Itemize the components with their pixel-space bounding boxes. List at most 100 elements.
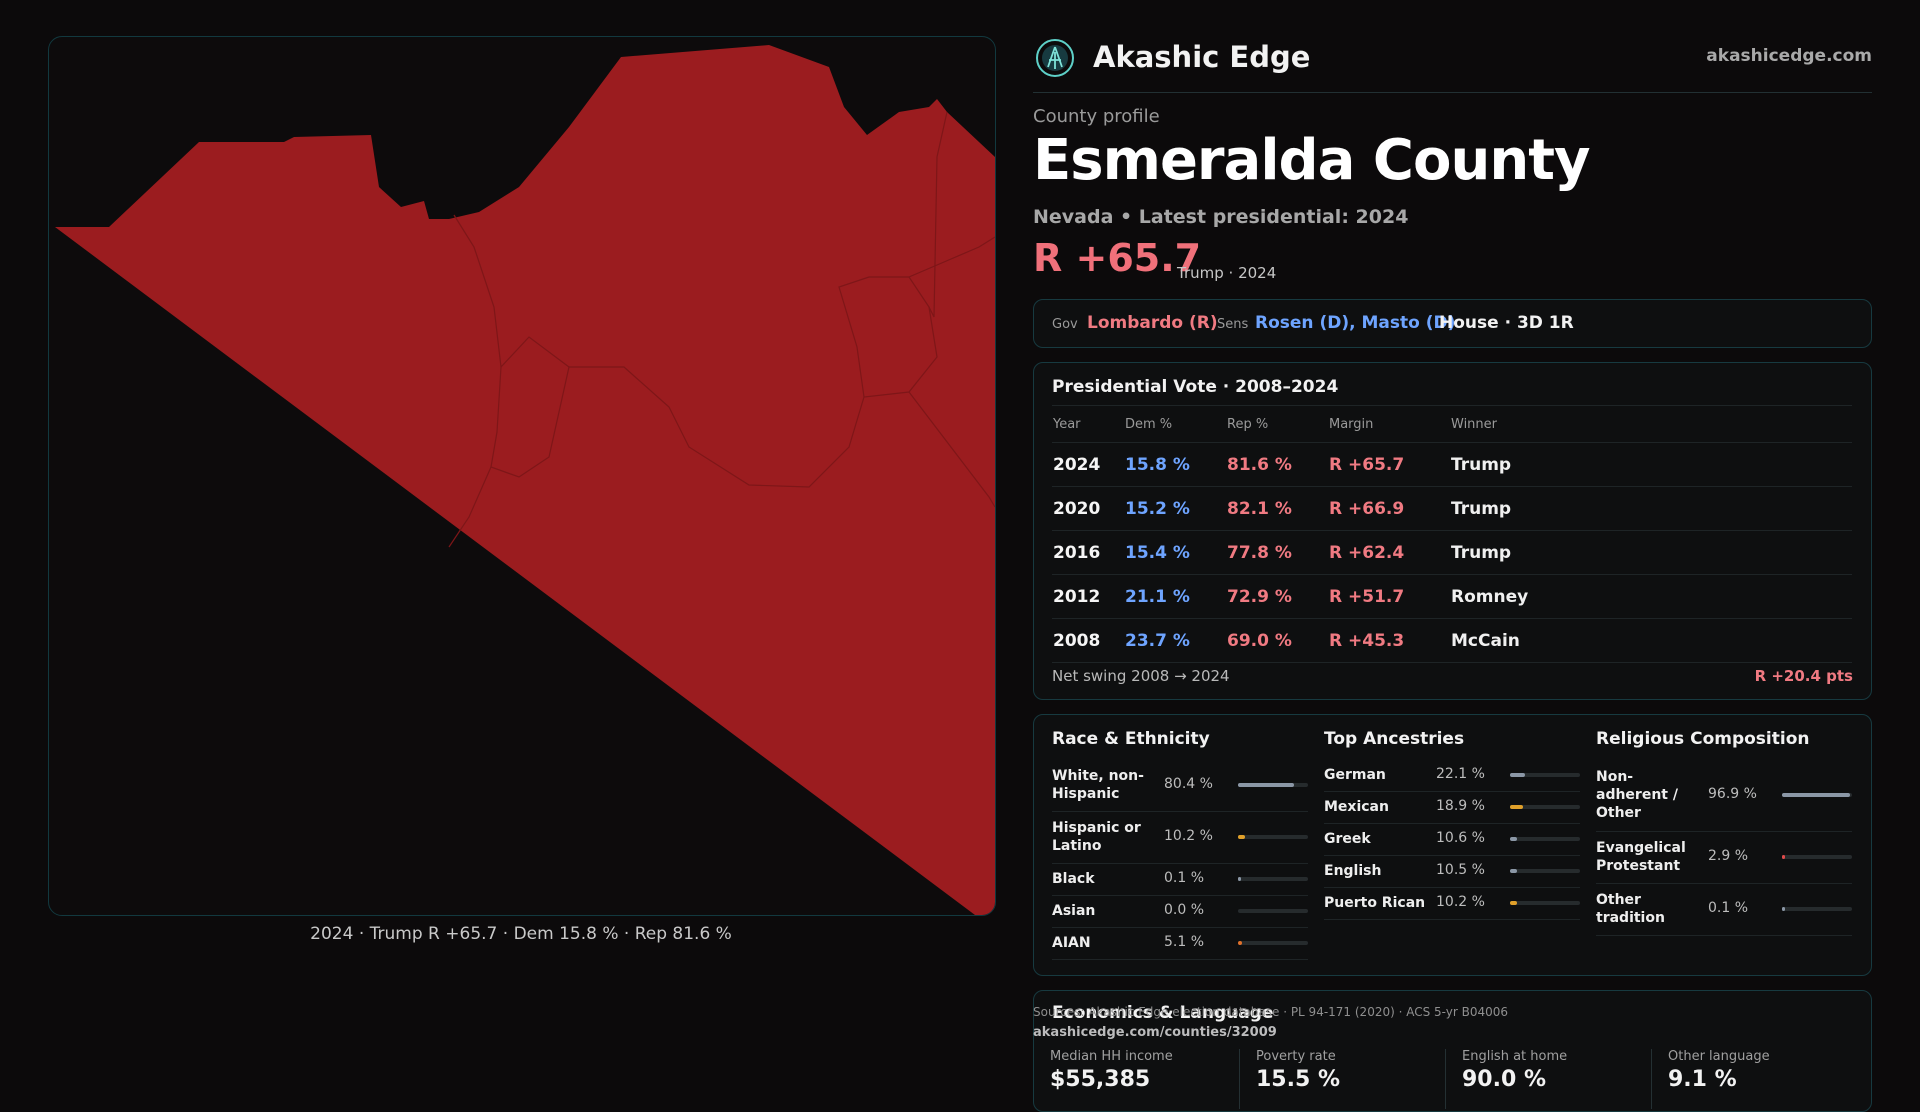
table-row: 2008 23.7 % 69.0 % R +45.3 McCain: [1052, 618, 1852, 663]
demographic-value: 10.2 %: [1164, 828, 1213, 844]
demographic-bar-track: [1238, 941, 1308, 945]
year-cell: 2012: [1052, 574, 1124, 619]
demographic-value: 10.6 %: [1436, 830, 1485, 846]
margin-cell: R +66.9: [1328, 486, 1450, 531]
latest-margin: R +65.7: [1033, 236, 1202, 280]
demographic-row: Evangelical Protestant 2.9 %: [1596, 831, 1852, 884]
demographic-row: AIAN 5.1 %: [1052, 927, 1308, 960]
demographic-bar-fill: [1510, 901, 1518, 905]
net-swing-value: R +20.4 pts: [1754, 667, 1853, 685]
demographic-bar-fill: [1510, 837, 1518, 841]
demographic-label: Asian: [1052, 903, 1096, 919]
demographic-bar-fill: [1238, 941, 1242, 945]
page-title: Esmeralda County: [1033, 128, 1590, 193]
demographic-row: White, non-Hispanic 80.4 %: [1052, 759, 1308, 812]
demographic-label: Non-adherent / Other: [1596, 769, 1678, 821]
margin-cell: R +62.4: [1328, 530, 1450, 575]
year-cell: 2020: [1052, 486, 1124, 531]
demographic-row: Hispanic or Latino 10.2 %: [1052, 811, 1308, 864]
econ-other-language: Other language 9.1 %: [1652, 1049, 1842, 1109]
race-ethnicity-title: Race & Ethnicity: [1052, 729, 1210, 749]
demographic-bar-track: [1782, 793, 1852, 797]
dem-cell: 21.1 %: [1124, 574, 1226, 619]
demographic-bar-fill: [1510, 805, 1524, 809]
econ-median-income: Median HH income $55,385: [1034, 1049, 1224, 1109]
table-header-row: Year Dem % Rep % Margin Winner: [1052, 405, 1852, 443]
winner-cell: Trump: [1450, 442, 1852, 487]
religion-section: Religious Composition Non-adherent / Oth…: [1596, 715, 1852, 975]
demographic-value: 10.2 %: [1436, 894, 1485, 910]
col-winner: Winner: [1450, 405, 1852, 443]
demographic-bar-track: [1782, 907, 1852, 911]
county-url-link[interactable]: akashicedge.com/counties/32009: [1033, 1025, 1277, 1040]
demographic-value: 10.5 %: [1436, 862, 1485, 878]
demographic-value: 96.9 %: [1708, 786, 1757, 802]
divider: [1651, 1049, 1652, 1109]
dem-cell: 15.2 %: [1124, 486, 1226, 531]
demographic-row: Black 0.1 %: [1052, 863, 1308, 896]
col-dem: Dem %: [1124, 405, 1226, 443]
margin-cell: R +51.7: [1328, 574, 1450, 619]
econ-label: English at home: [1462, 1049, 1568, 1064]
internal-boundary: [453, 214, 995, 488]
demographic-label: White, non-Hispanic: [1052, 768, 1144, 802]
economics-title: Economics & Language: [1052, 1003, 1274, 1023]
demographic-row: English 10.5 %: [1324, 855, 1580, 888]
col-margin: Margin: [1328, 405, 1450, 443]
internal-boundary: [928, 111, 948, 318]
demographic-bar-fill: [1510, 869, 1518, 873]
internal-boundary: [908, 391, 995, 508]
demographics-card: Race & Ethnicity White, non-Hispanic 80.4…: [1033, 714, 1872, 976]
county-map[interactable]: [48, 36, 996, 916]
winner-cell: Trump: [1450, 486, 1852, 531]
demographic-bar-track: [1510, 901, 1580, 905]
demographic-label: Puerto Rican: [1324, 895, 1426, 911]
demographic-value: 22.1 %: [1436, 766, 1485, 782]
divider: [1239, 1049, 1240, 1109]
demographic-value: 18.9 %: [1436, 798, 1485, 814]
econ-label: Poverty rate: [1256, 1049, 1336, 1064]
econ-label: Median HH income: [1050, 1049, 1173, 1064]
demographic-bar-track: [1510, 773, 1580, 777]
rep-cell: 81.6 %: [1226, 442, 1328, 487]
sens-key: Sens: [1217, 317, 1249, 332]
table-row: 2020 15.2 % 82.1 % R +66.9 Trump: [1052, 486, 1852, 531]
rep-cell: 69.0 %: [1226, 618, 1328, 663]
demographic-bar-track: [1238, 909, 1308, 913]
net-swing-label: Net swing 2008 → 2024: [1052, 667, 1230, 685]
brand-name[interactable]: Akashic Edge: [1093, 40, 1311, 74]
col-rep: Rep %: [1226, 405, 1328, 443]
dem-cell: 15.4 %: [1124, 530, 1226, 575]
race-ethnicity-section: Race & Ethnicity White, non-Hispanic 80.4…: [1052, 715, 1308, 975]
demographic-row: German 22.1 %: [1324, 759, 1580, 792]
winner-cell: McCain: [1450, 618, 1852, 663]
winner-cell: Trump: [1450, 530, 1852, 575]
latest-margin-note: Trump · 2024: [1177, 264, 1277, 282]
demographic-bar-track: [1238, 835, 1308, 839]
house-value: House · 3D 1R: [1439, 313, 1574, 333]
demographic-value: 80.4 %: [1164, 776, 1213, 792]
table-row: 2024 15.8 % 81.6 % R +65.7 Trump: [1052, 442, 1852, 487]
demographic-bar-fill: [1238, 783, 1295, 787]
gov-key: Gov: [1052, 317, 1078, 332]
dem-cell: 15.8 %: [1124, 442, 1226, 487]
demographic-row: Puerto Rican 10.2 %: [1324, 887, 1580, 920]
site-domain-link[interactable]: akashicedge.com: [1706, 46, 1872, 66]
demographic-row: Asian 0.0 %: [1052, 895, 1308, 928]
dem-cell: 23.7 %: [1124, 618, 1226, 663]
demographic-bar-fill: [1782, 907, 1785, 911]
winner-cell: Romney: [1450, 574, 1852, 619]
governor-value: Lombardo (R): [1087, 313, 1218, 333]
profile-label: County profile: [1033, 106, 1160, 127]
demographic-bar-track: [1510, 805, 1580, 809]
demographic-value: 2.9 %: [1708, 848, 1749, 864]
demographic-bar-track: [1782, 855, 1852, 859]
demographic-row: Other tradition 0.1 %: [1596, 883, 1852, 936]
religion-title: Religious Composition: [1596, 729, 1810, 749]
demographic-bar-fill: [1782, 855, 1785, 859]
ancestry-title: Top Ancestries: [1324, 729, 1465, 749]
year-cell: 2008: [1052, 618, 1124, 663]
demographic-bar-track: [1510, 837, 1580, 841]
internal-boundary: [500, 336, 570, 368]
econ-label: Other language: [1668, 1049, 1770, 1064]
